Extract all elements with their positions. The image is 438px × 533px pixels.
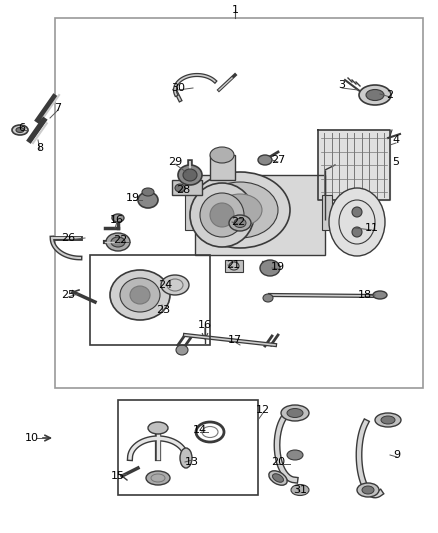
Text: 16: 16 — [110, 215, 124, 225]
Ellipse shape — [260, 260, 280, 276]
Ellipse shape — [130, 286, 150, 304]
Text: 24: 24 — [158, 280, 172, 290]
Bar — [118, 400, 258, 495]
Ellipse shape — [381, 416, 395, 424]
Text: 5: 5 — [392, 157, 399, 167]
Ellipse shape — [175, 184, 185, 192]
Ellipse shape — [352, 207, 362, 217]
Ellipse shape — [138, 192, 158, 208]
Text: 22: 22 — [113, 235, 127, 245]
Ellipse shape — [229, 215, 251, 231]
Ellipse shape — [142, 188, 154, 196]
Ellipse shape — [362, 486, 374, 494]
Ellipse shape — [291, 484, 309, 496]
Ellipse shape — [269, 471, 287, 485]
Ellipse shape — [183, 169, 197, 181]
Text: 4: 4 — [392, 135, 399, 145]
Bar — [90, 255, 210, 345]
Text: 23: 23 — [156, 305, 170, 315]
Text: 25: 25 — [61, 290, 75, 300]
Text: 16: 16 — [198, 320, 212, 330]
Ellipse shape — [210, 203, 234, 227]
Ellipse shape — [110, 270, 170, 320]
Text: 26: 26 — [61, 233, 75, 243]
Text: 17: 17 — [228, 335, 242, 345]
Ellipse shape — [12, 125, 28, 135]
Ellipse shape — [352, 227, 362, 237]
Ellipse shape — [373, 291, 387, 299]
Text: 21: 21 — [226, 260, 240, 270]
Text: 6: 6 — [18, 123, 25, 133]
Bar — [210, 155, 235, 180]
Text: 19: 19 — [126, 193, 140, 203]
Text: 2: 2 — [386, 90, 394, 100]
Ellipse shape — [106, 233, 130, 251]
Text: 29: 29 — [168, 157, 182, 167]
Ellipse shape — [357, 483, 379, 497]
Ellipse shape — [272, 474, 283, 482]
Ellipse shape — [359, 85, 391, 105]
Text: 20: 20 — [271, 457, 285, 467]
Text: 19: 19 — [271, 262, 285, 272]
Text: 12: 12 — [256, 405, 270, 415]
Text: 22: 22 — [231, 217, 245, 227]
Polygon shape — [318, 130, 390, 200]
Ellipse shape — [218, 194, 262, 226]
Ellipse shape — [190, 172, 290, 248]
Ellipse shape — [111, 237, 125, 247]
Text: 1: 1 — [232, 5, 239, 15]
Ellipse shape — [263, 294, 273, 302]
Ellipse shape — [375, 413, 401, 427]
Text: 3: 3 — [339, 80, 346, 90]
Ellipse shape — [178, 165, 202, 185]
Ellipse shape — [200, 193, 244, 237]
Ellipse shape — [190, 183, 254, 247]
Bar — [55, 18, 423, 388]
Text: 10: 10 — [25, 433, 39, 443]
Bar — [172, 180, 202, 195]
Ellipse shape — [287, 408, 303, 417]
Text: 31: 31 — [293, 485, 307, 495]
Ellipse shape — [120, 278, 160, 312]
Ellipse shape — [161, 275, 189, 295]
Text: 7: 7 — [54, 103, 62, 113]
Ellipse shape — [16, 127, 24, 133]
Ellipse shape — [281, 405, 309, 421]
Ellipse shape — [148, 422, 168, 434]
Ellipse shape — [112, 214, 124, 222]
Text: 28: 28 — [176, 185, 190, 195]
Ellipse shape — [180, 448, 192, 468]
Ellipse shape — [258, 155, 272, 165]
Text: 14: 14 — [193, 425, 207, 435]
Text: 8: 8 — [36, 143, 43, 153]
Bar — [195, 175, 325, 255]
Bar — [185, 190, 200, 230]
Ellipse shape — [287, 450, 303, 460]
Bar — [225, 260, 243, 272]
Ellipse shape — [329, 188, 385, 256]
Ellipse shape — [366, 90, 384, 101]
Ellipse shape — [234, 219, 246, 228]
Ellipse shape — [202, 182, 278, 238]
Text: 11: 11 — [365, 223, 379, 233]
Bar — [322, 195, 332, 230]
Text: 27: 27 — [271, 155, 285, 165]
Text: 18: 18 — [358, 290, 372, 300]
Text: 30: 30 — [171, 83, 185, 93]
Text: 15: 15 — [111, 471, 125, 481]
Ellipse shape — [146, 471, 170, 485]
Ellipse shape — [176, 345, 188, 355]
Text: 13: 13 — [185, 457, 199, 467]
Ellipse shape — [210, 147, 234, 163]
Text: 9: 9 — [393, 450, 401, 460]
